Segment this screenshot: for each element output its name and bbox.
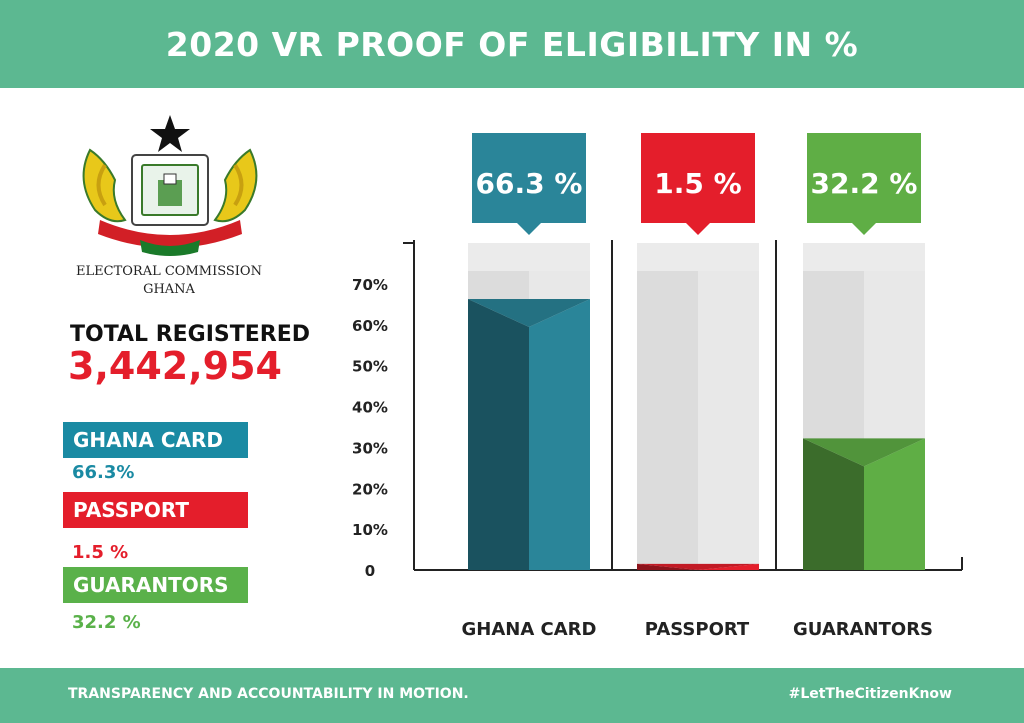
legend-guarantors-value: 32.2 % xyxy=(72,612,141,633)
data-label-box xyxy=(807,133,921,223)
bar-top-face xyxy=(468,298,590,327)
bar-guarantors-left xyxy=(803,438,864,570)
legend-guarantors-label: GUARANTORS xyxy=(63,567,248,603)
bar-ghana-card xyxy=(529,298,590,570)
legend-ghana-card-value: 66.3% xyxy=(72,462,135,483)
total-registered-value: 3,442,954 xyxy=(68,344,282,388)
y-tick-label: 0 xyxy=(365,562,375,580)
header-banner: 2020 VR PROOF OF ELIGIBILITY IN % xyxy=(0,0,1024,88)
y-tick-label: 30% xyxy=(352,439,388,457)
legend-passport-label: PASSPORT xyxy=(63,492,248,528)
data-label-pointer xyxy=(852,223,876,235)
bar-top-face xyxy=(803,438,925,467)
footer-banner: TRANSPARENCY AND ACCOUNTABILITY IN MOTIO… xyxy=(0,668,1024,723)
y-tick-label: 70% xyxy=(352,276,388,294)
bar-top-face xyxy=(637,563,759,570)
data-label-box xyxy=(641,133,755,223)
y-tick-label: 40% xyxy=(352,399,388,417)
bar-background-right xyxy=(698,271,759,570)
x-tick-label: GHANA CARD xyxy=(462,619,597,640)
x-tick-label: GUARANTORS xyxy=(793,619,933,640)
x-tick-label: PASSPORT xyxy=(645,619,750,640)
data-label-pointer xyxy=(517,223,541,235)
legend-ghana-card-label: GHANA CARD xyxy=(63,422,248,458)
footer-tagline: TRANSPARENCY AND ACCOUNTABILITY IN MOTIO… xyxy=(68,686,469,702)
eligibility-bar-chart: 0 10% 20% 30% 40% 50% 60% 70% 66.3 % GHANA CARD 1.… xyxy=(352,133,963,640)
data-label: 1.5 % xyxy=(654,167,741,200)
data-label-pointer xyxy=(686,223,710,235)
bar-guarantors xyxy=(864,438,925,570)
y-tick-label: 20% xyxy=(352,480,388,498)
data-label: 32.2 % xyxy=(811,167,918,200)
footer-hashtag: #LetTheCitizenKnow xyxy=(788,686,952,702)
y-tick-label: 10% xyxy=(352,521,388,539)
y-tick-label: 60% xyxy=(352,317,388,335)
bar-background-left xyxy=(637,271,698,570)
bar-ghana-card-left xyxy=(468,298,529,570)
page-title: 2020 VR PROOF OF ELIGIBILITY IN % xyxy=(165,24,859,64)
data-label-box xyxy=(472,133,586,223)
org-name-line2: GHANA xyxy=(143,282,195,297)
legend-passport-value: 1.5 % xyxy=(72,542,129,563)
data-label: 66.3 % xyxy=(476,167,583,200)
org-name-line1: ELECTORAL COMMISSION xyxy=(76,264,262,279)
electoral-commission-logo xyxy=(82,115,258,256)
total-registered-label: TOTAL REGISTERED xyxy=(70,322,311,347)
y-tick-label: 50% xyxy=(352,358,388,376)
